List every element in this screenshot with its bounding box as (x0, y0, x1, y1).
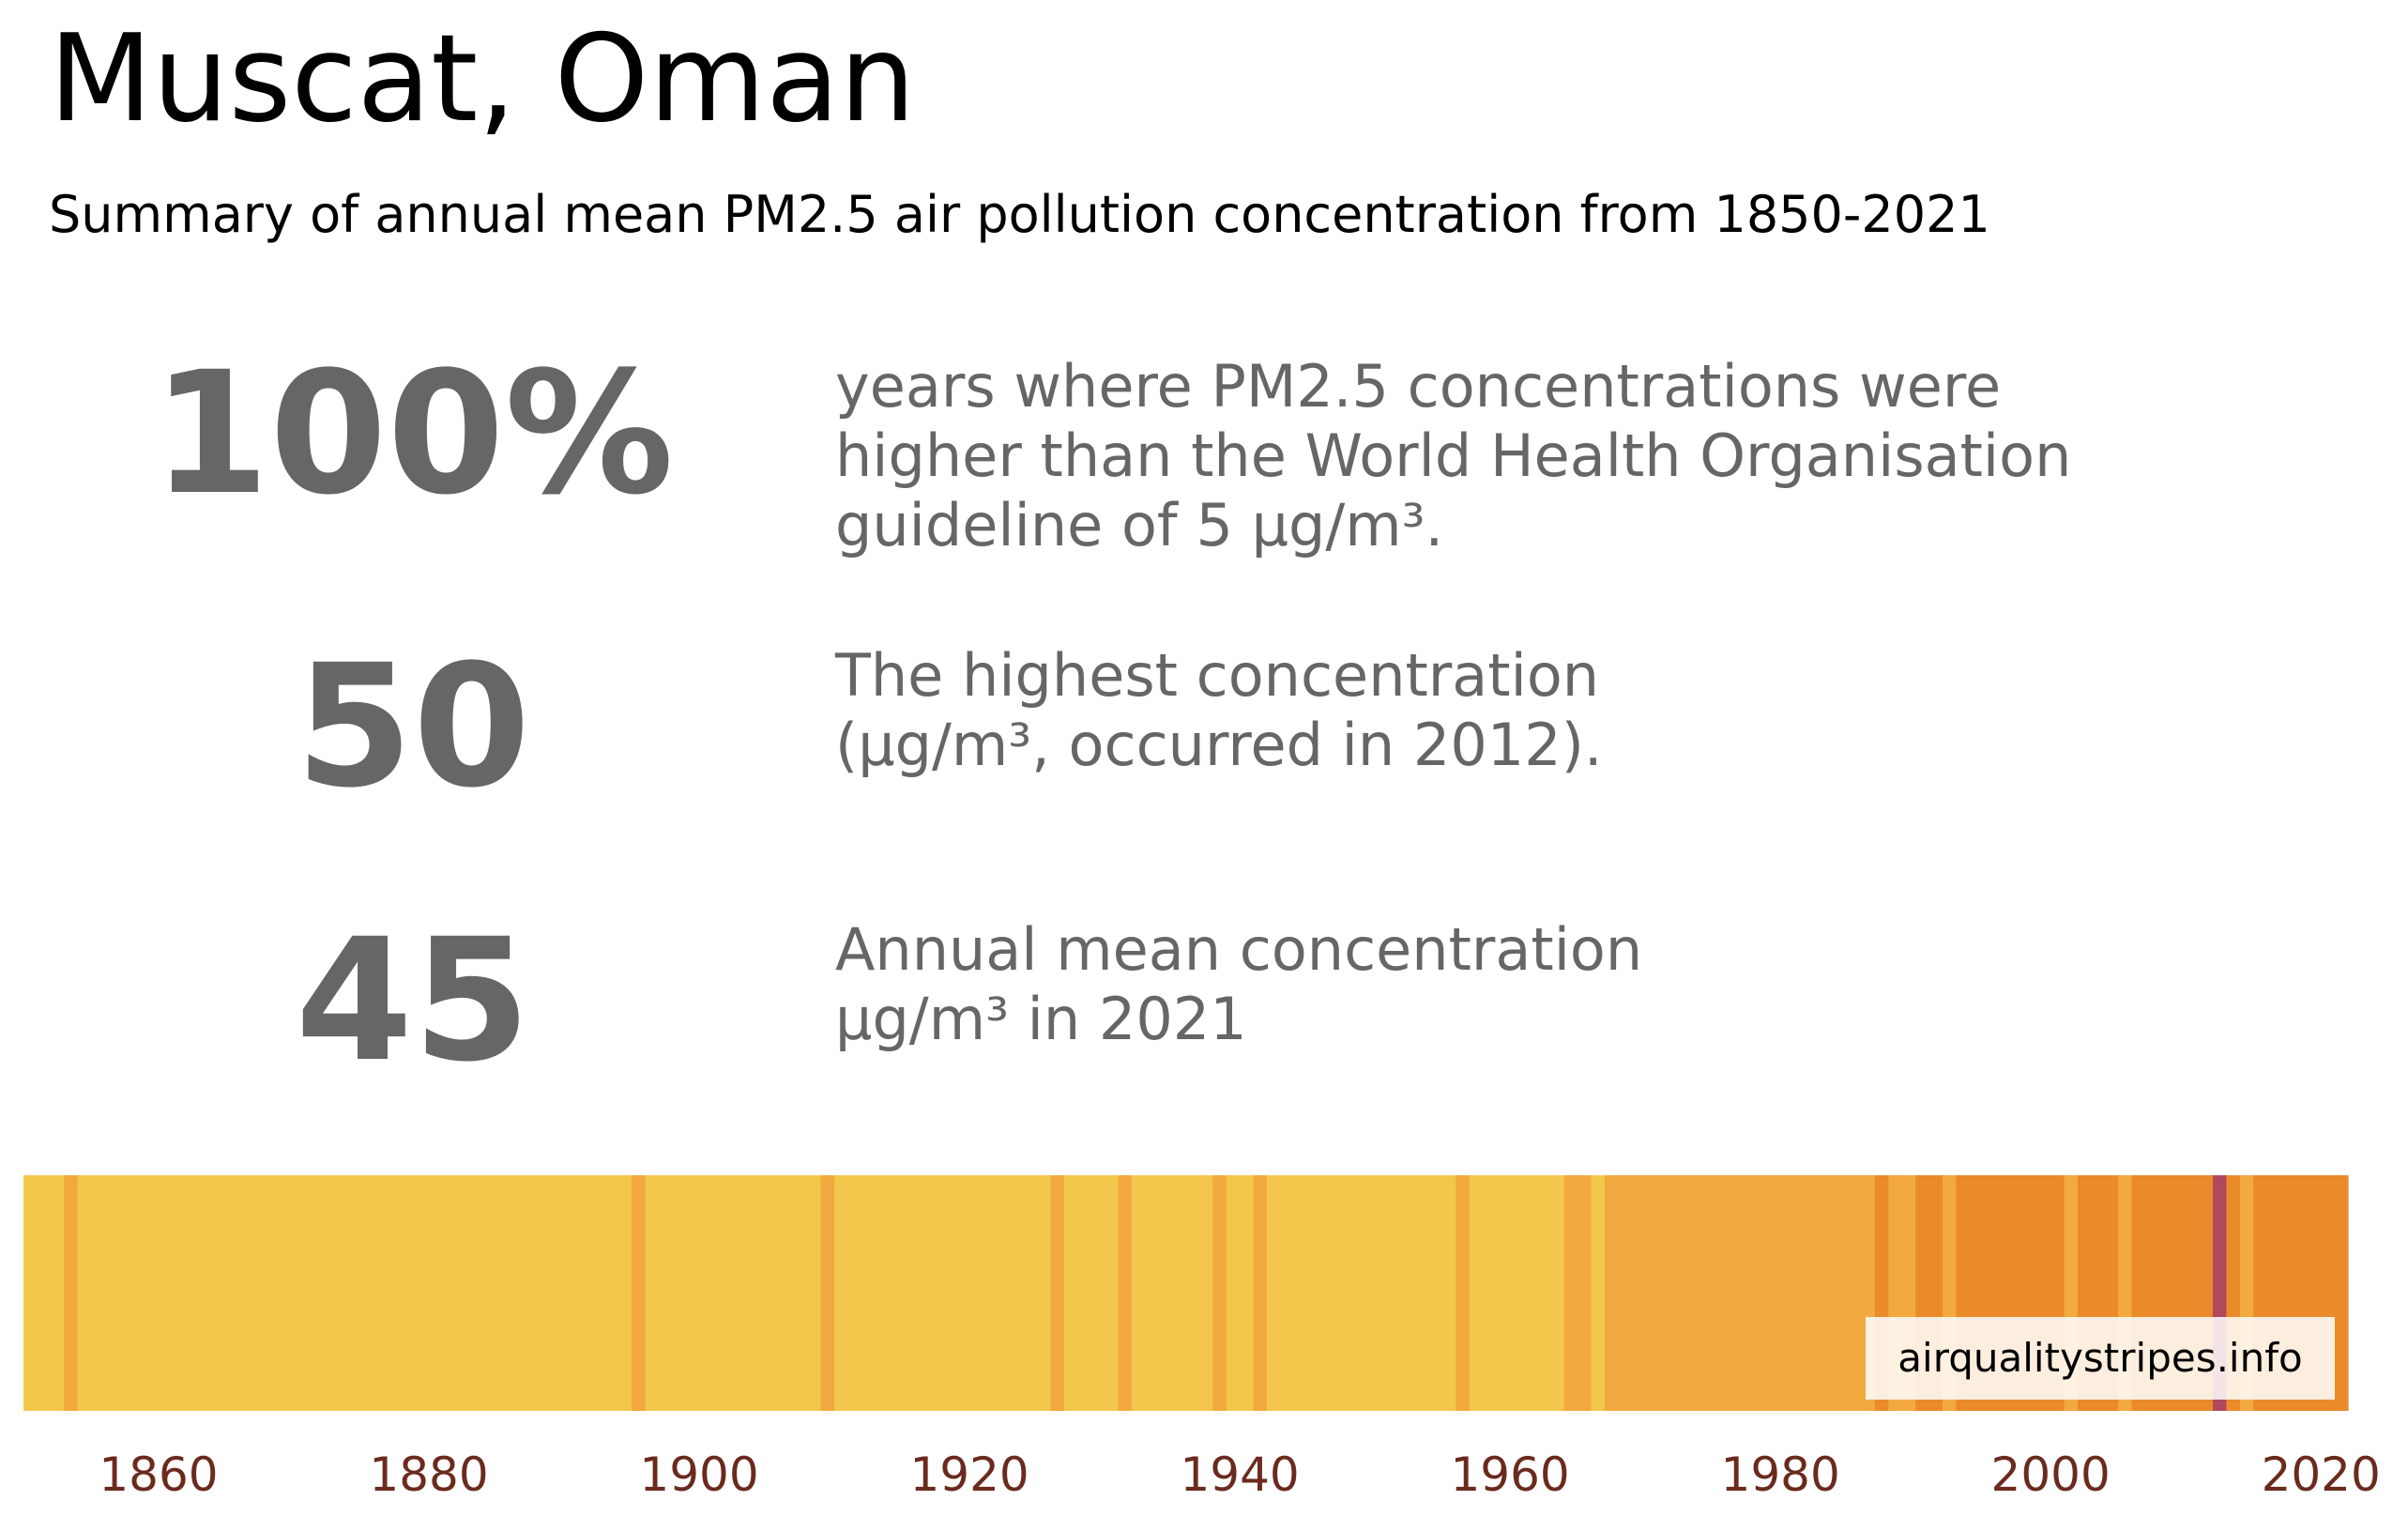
page-subtitle: Summary of annual mean PM2.5 air polluti… (49, 185, 1990, 244)
stripe-1850-1853 (23, 1175, 65, 1411)
x-tick-label: 1940 (1180, 1447, 1299, 1502)
stripe-1956-1957 (1455, 1175, 1471, 1411)
x-tick-label: 2000 (1991, 1447, 2111, 1502)
stripe-1910-1926 (834, 1175, 1052, 1411)
x-tick-label: 1980 (1721, 1447, 1840, 1502)
stripe-1967-1987 (1604, 1175, 1876, 1411)
stripe-1941-1942 (1253, 1175, 1268, 1411)
x-tick-label: 1960 (1451, 1447, 1570, 1502)
stripe-1942-1956 (1266, 1175, 1457, 1411)
stripe-1926-1927 (1050, 1175, 1065, 1411)
x-tick-label: 1880 (369, 1447, 488, 1502)
x-tick-label: 2020 (2262, 1447, 2381, 1502)
stat-latest-concentration-value: 45 (295, 903, 531, 1099)
stripe-1853-1854 (64, 1175, 79, 1411)
stat-years-above-guideline-description: years where PM2.5 concentrations were hi… (835, 352, 2072, 559)
stripe-1895-1896 (632, 1175, 647, 1411)
stat-latest-concentration-description: Annual mean concentration µg/m³ in 2021 (835, 915, 1643, 1053)
stat-years-above-guideline-value: 100% (151, 336, 675, 532)
stripe-1854-1895 (77, 1175, 632, 1411)
stat-highest-concentration-value: 50 (295, 629, 531, 825)
x-tick-label: 1860 (99, 1447, 218, 1502)
x-axis-ticks: 1860 1880 1900 1920 1940 1960 1980 2000 2020 (99, 1447, 2380, 1502)
stripe-1927-1931 (1063, 1175, 1120, 1411)
watermark-box (1866, 1317, 2335, 1400)
stripe-1957-1964 (1469, 1175, 1565, 1411)
stripe-1939-1941 (1226, 1175, 1255, 1411)
watermark-text[interactable]: airqualitystripes.info (1897, 1335, 2302, 1381)
stripe-1938-1939 (1212, 1175, 1227, 1411)
stripe-1896-1909 (645, 1175, 822, 1411)
stripe-1909-1910 (820, 1175, 835, 1411)
stripe-1964-1966 (1563, 1175, 1593, 1411)
x-tick-label: 1900 (639, 1447, 758, 1502)
stripe-1932-1938 (1131, 1175, 1213, 1411)
stat-highest-concentration-description: The highest concentration (µg/m³, occurr… (835, 641, 1603, 779)
x-tick-label: 1920 (909, 1447, 1029, 1502)
stripe-1966-1967 (1591, 1175, 1606, 1411)
stripe-1931-1932 (1118, 1175, 1133, 1411)
page-title: Muscat, Oman (49, 9, 916, 149)
